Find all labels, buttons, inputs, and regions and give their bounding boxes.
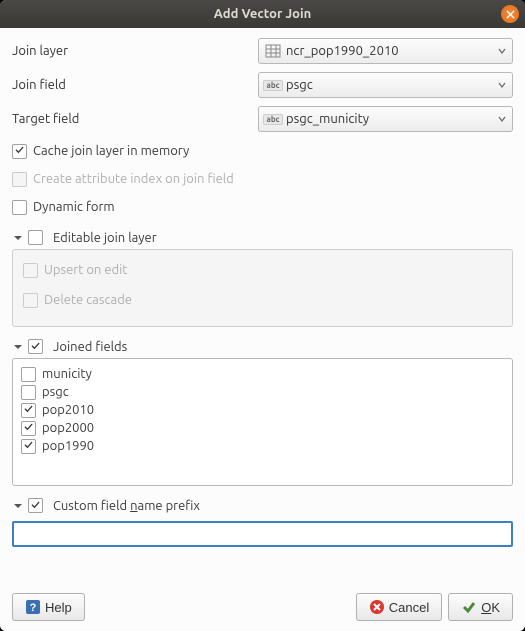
join-layer-value: ncr_pop1990_2010 (286, 44, 498, 58)
list-item: pop2000 (21, 419, 504, 437)
close-icon (506, 10, 515, 19)
join-field-label: Join field (12, 78, 258, 92)
chevron-down-icon (498, 47, 506, 55)
prefix-input-wrap (12, 517, 513, 553)
delete-cascade-label: Delete cascade (44, 293, 132, 307)
upsert-label: Upsert on edit (44, 263, 127, 277)
delete-cascade-checkbox (23, 293, 38, 308)
field-checkbox-pop2010[interactable] (21, 403, 36, 418)
prefix-header: Custom field name prefix (12, 498, 513, 513)
field-label: pop2010 (42, 403, 94, 417)
joined-fields-label: Joined fields (53, 340, 127, 354)
target-field-combo[interactable]: abc psgc_municity (258, 106, 513, 132)
create-index-label: Create attribute index on join field (33, 172, 234, 186)
prefix-checkbox[interactable] (28, 498, 43, 513)
help-button[interactable]: ? Help (12, 593, 85, 621)
create-index-checkbox (12, 172, 27, 187)
spacer (12, 553, 513, 585)
join-layer-label: Join layer (12, 44, 258, 58)
list-item: psgc (21, 383, 504, 401)
target-field-value: psgc_municity (286, 112, 498, 126)
field-label: pop1990 (42, 439, 94, 453)
joined-fields-disclosure[interactable] (12, 341, 24, 353)
table-icon (265, 44, 281, 58)
dynamic-form-row: Dynamic form (12, 196, 513, 218)
prefix-label: Custom field name prefix (53, 499, 200, 513)
prefix-input[interactable] (12, 521, 513, 547)
join-field-value: psgc (286, 78, 498, 92)
ok-button[interactable]: OK (448, 593, 513, 621)
chevron-down-icon (498, 81, 506, 89)
editable-checkbox[interactable] (28, 230, 43, 245)
field-checkbox-psgc[interactable] (21, 385, 36, 400)
joined-fields-checkbox[interactable] (28, 339, 43, 354)
dialog-content: Join layer ncr_pop1990_2010 Join field a… (0, 28, 525, 631)
dynamic-form-label: Dynamic form (33, 200, 115, 214)
help-icon: ? (25, 599, 41, 615)
editable-label: Editable join layer (53, 231, 157, 245)
delete-cascade-row: Delete cascade (23, 288, 502, 312)
button-row: ? Help Cancel OK (12, 593, 513, 621)
prefix-disclosure[interactable] (12, 500, 24, 512)
dialog-title: Add Vector Join (214, 7, 311, 21)
joined-fields-header: Joined fields (12, 339, 513, 354)
join-field-row: Join field abc psgc (12, 72, 513, 98)
abc-icon: abc (265, 112, 281, 126)
chevron-down-icon (498, 115, 506, 123)
join-layer-row: Join layer ncr_pop1990_2010 (12, 38, 513, 64)
field-checkbox-pop2000[interactable] (21, 421, 36, 436)
button-spacer (91, 593, 350, 621)
chevron-down-icon (13, 501, 23, 511)
dynamic-form-checkbox[interactable] (12, 200, 27, 215)
cache-row: Cache join layer in memory (12, 140, 513, 162)
titlebar: Add Vector Join (0, 0, 525, 28)
editable-section-header: Editable join layer (12, 230, 513, 245)
field-checkbox-municity[interactable] (21, 367, 36, 382)
cache-checkbox[interactable] (12, 144, 27, 159)
target-field-label: Target field (12, 112, 258, 126)
chevron-down-icon (13, 233, 23, 243)
editable-disclosure[interactable] (12, 232, 24, 244)
editable-panel: Upsert on edit Delete cascade (12, 249, 513, 327)
dialog-window: Add Vector Join Join layer ncr_pop1990_2… (0, 0, 525, 631)
upsert-row: Upsert on edit (23, 258, 502, 282)
target-field-row: Target field abc psgc_municity (12, 106, 513, 132)
cancel-button[interactable]: Cancel (356, 593, 442, 621)
chevron-down-icon (13, 342, 23, 352)
field-label: municity (42, 367, 92, 381)
join-field-combo[interactable]: abc psgc (258, 72, 513, 98)
field-label: psgc (42, 385, 69, 399)
cancel-icon (369, 599, 385, 615)
field-checkbox-pop1990[interactable] (21, 439, 36, 454)
upsert-checkbox (23, 263, 38, 278)
cache-label: Cache join layer in memory (33, 144, 189, 158)
create-index-row: Create attribute index on join field (12, 168, 513, 190)
list-item: municity (21, 365, 504, 383)
list-item: pop1990 (21, 437, 504, 455)
field-label: pop2000 (42, 421, 94, 435)
ok-icon (461, 599, 477, 615)
join-layer-combo[interactable]: ncr_pop1990_2010 (258, 38, 513, 64)
svg-text:?: ? (30, 602, 37, 614)
list-item: pop2010 (21, 401, 504, 419)
close-button[interactable] (501, 5, 519, 23)
abc-icon: abc (265, 78, 281, 92)
joined-fields-list: municity psgc pop2010 pop2000 pop1990 (12, 358, 513, 486)
